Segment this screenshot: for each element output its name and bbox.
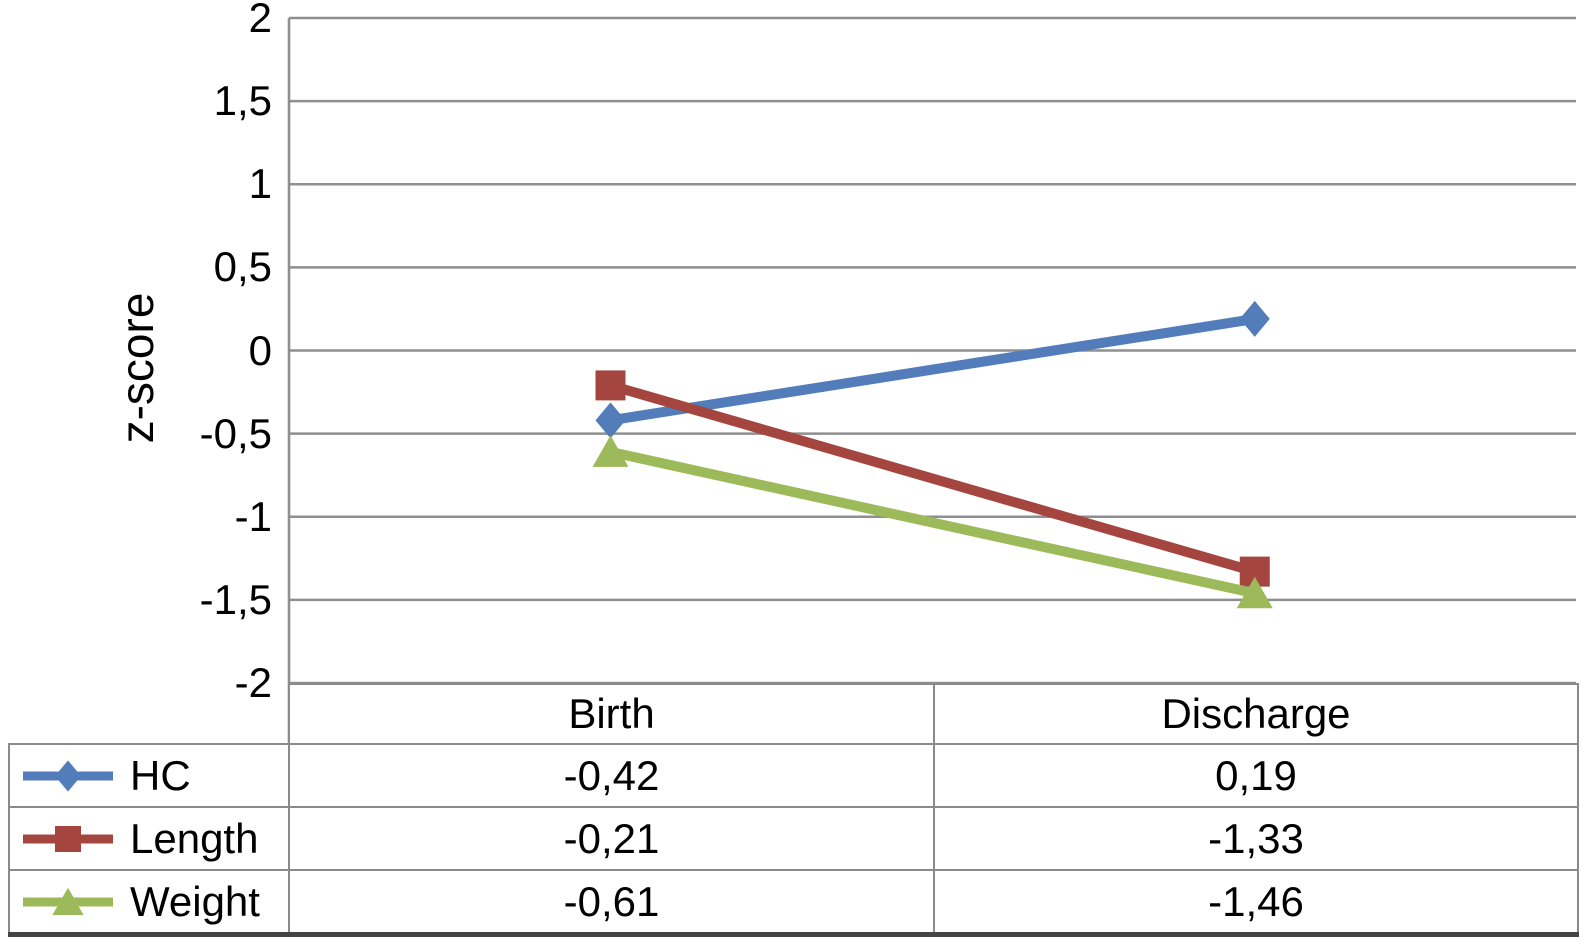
- series-label-length: Length: [130, 814, 259, 862]
- data-table: Birth Discharge HC -0,42 0,19 Length: [8, 683, 1579, 937]
- column-header-discharge: Discharge: [933, 683, 1579, 745]
- length-series-key-icon: [23, 825, 113, 852]
- hc-series-key-icon: [23, 759, 113, 792]
- series-label-weight: Weight: [130, 877, 260, 925]
- diamond-marker: [1239, 300, 1270, 337]
- weight-discharge-value: -1,46: [933, 869, 1579, 937]
- diamond-marker: [595, 402, 626, 439]
- series-hc: [595, 300, 1270, 439]
- triangle-marker: [52, 887, 84, 915]
- table-row-length: Length -0,21 -1,33: [8, 806, 1579, 871]
- triangle-marker: [1236, 576, 1273, 609]
- length-birth-value: -0,21: [288, 806, 935, 871]
- weight-birth-value: -0,61: [288, 869, 935, 937]
- series-line: [609, 447, 1256, 599]
- column-header-birth: Birth: [288, 683, 935, 745]
- y-tick-label: -0,5: [199, 409, 272, 457]
- hc-discharge-value: 0,19: [933, 743, 1579, 808]
- weight-series-key-icon: [23, 887, 113, 915]
- table-row-hc: HC -0,42 0,19: [8, 743, 1579, 808]
- y-tick-label: 2: [248, 0, 272, 41]
- series-line: [609, 313, 1256, 426]
- square-marker: [595, 370, 626, 401]
- y-tick-label: 1: [248, 160, 272, 208]
- y-tick-label: 1,5: [213, 77, 272, 125]
- legend-cell-length: Length: [8, 806, 290, 871]
- y-tick-label: -1: [234, 492, 272, 540]
- length-discharge-value: -1,33: [933, 806, 1579, 871]
- square-marker: [55, 825, 81, 852]
- legend-header-spacer: [9, 684, 290, 744]
- y-tick-label: 0: [248, 326, 272, 374]
- series-label-hc: HC: [130, 751, 191, 799]
- legend-cell-weight: Weight: [8, 869, 290, 937]
- table-row-weight: Weight -0,61 -1,46: [8, 869, 1579, 937]
- table-header-row: Birth Discharge: [9, 683, 1579, 745]
- hc-birth-value: -0,42: [288, 743, 935, 808]
- series-line: [609, 380, 1257, 577]
- triangle-marker: [592, 435, 629, 467]
- y-tick-label: 0,5: [213, 243, 272, 291]
- diamond-marker: [55, 759, 81, 792]
- y-tick-label: -1,5: [199, 575, 272, 623]
- series-weight: [592, 435, 1273, 609]
- legend-cell-hc: HC: [8, 743, 290, 808]
